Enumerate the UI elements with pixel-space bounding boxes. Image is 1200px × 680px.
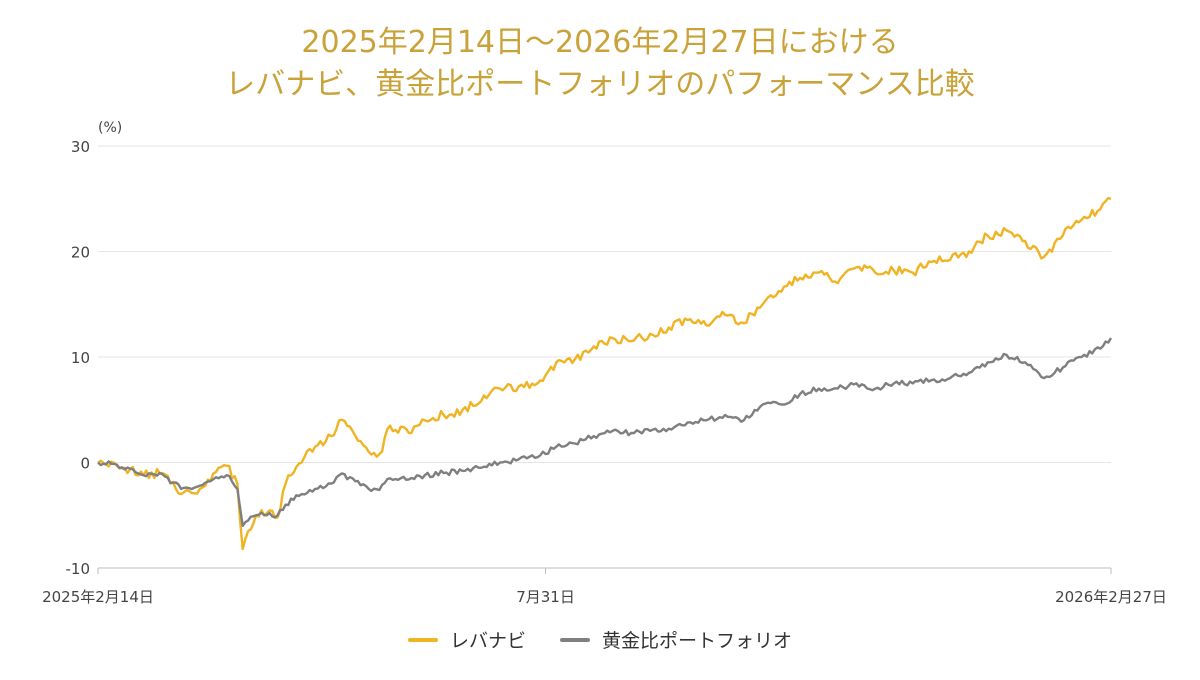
series-line-1 [97,196,1112,551]
legend-swatch-series-2 [560,637,590,642]
chart-title-line-1: 2025年2月14日～2026年2月27日における [301,25,899,60]
chart-title-line-2: レバナビ、黄金比ポートフォリオのパフォーマンス比較 [225,67,975,102]
y-axis: (%) 30 20 10 0 -10 [66,120,123,578]
legend-item-series-2: 黄金比ポートフォリオ [560,626,792,653]
legend: レバナビ 黄金比ポートフォリオ [0,626,1200,653]
legend-item-series-1: レバナビ [407,626,526,653]
y-tick-label: 0 [80,455,90,473]
y-tick-label: 30 [71,138,90,156]
y-tick-label: 10 [71,349,90,367]
y-tick-label: 20 [71,244,90,262]
legend-swatch-series-1 [407,637,438,642]
x-tick-label: 2025年2月14日 [42,588,154,606]
legend-label-series-2: 黄金比ポートフォリオ [602,630,793,652]
series-line-2 [97,337,1113,527]
x-axis: 2025年2月14日 7月31日 2026年2月27日 [42,568,1167,606]
x-tick-label: 2026年2月27日 [1055,588,1167,606]
series-lines [97,196,1113,551]
x-tick-label: 7月31日 [516,588,575,606]
chart-title: 2025年2月14日～2026年2月27日における レバナビ、黄金比ポートフォリ… [0,22,1200,106]
y-tick-label: -10 [66,560,91,578]
y-unit-label: (%) [98,120,122,136]
legend-label-series-1: レバナビ [449,630,526,652]
grid-lines [98,145,1111,569]
